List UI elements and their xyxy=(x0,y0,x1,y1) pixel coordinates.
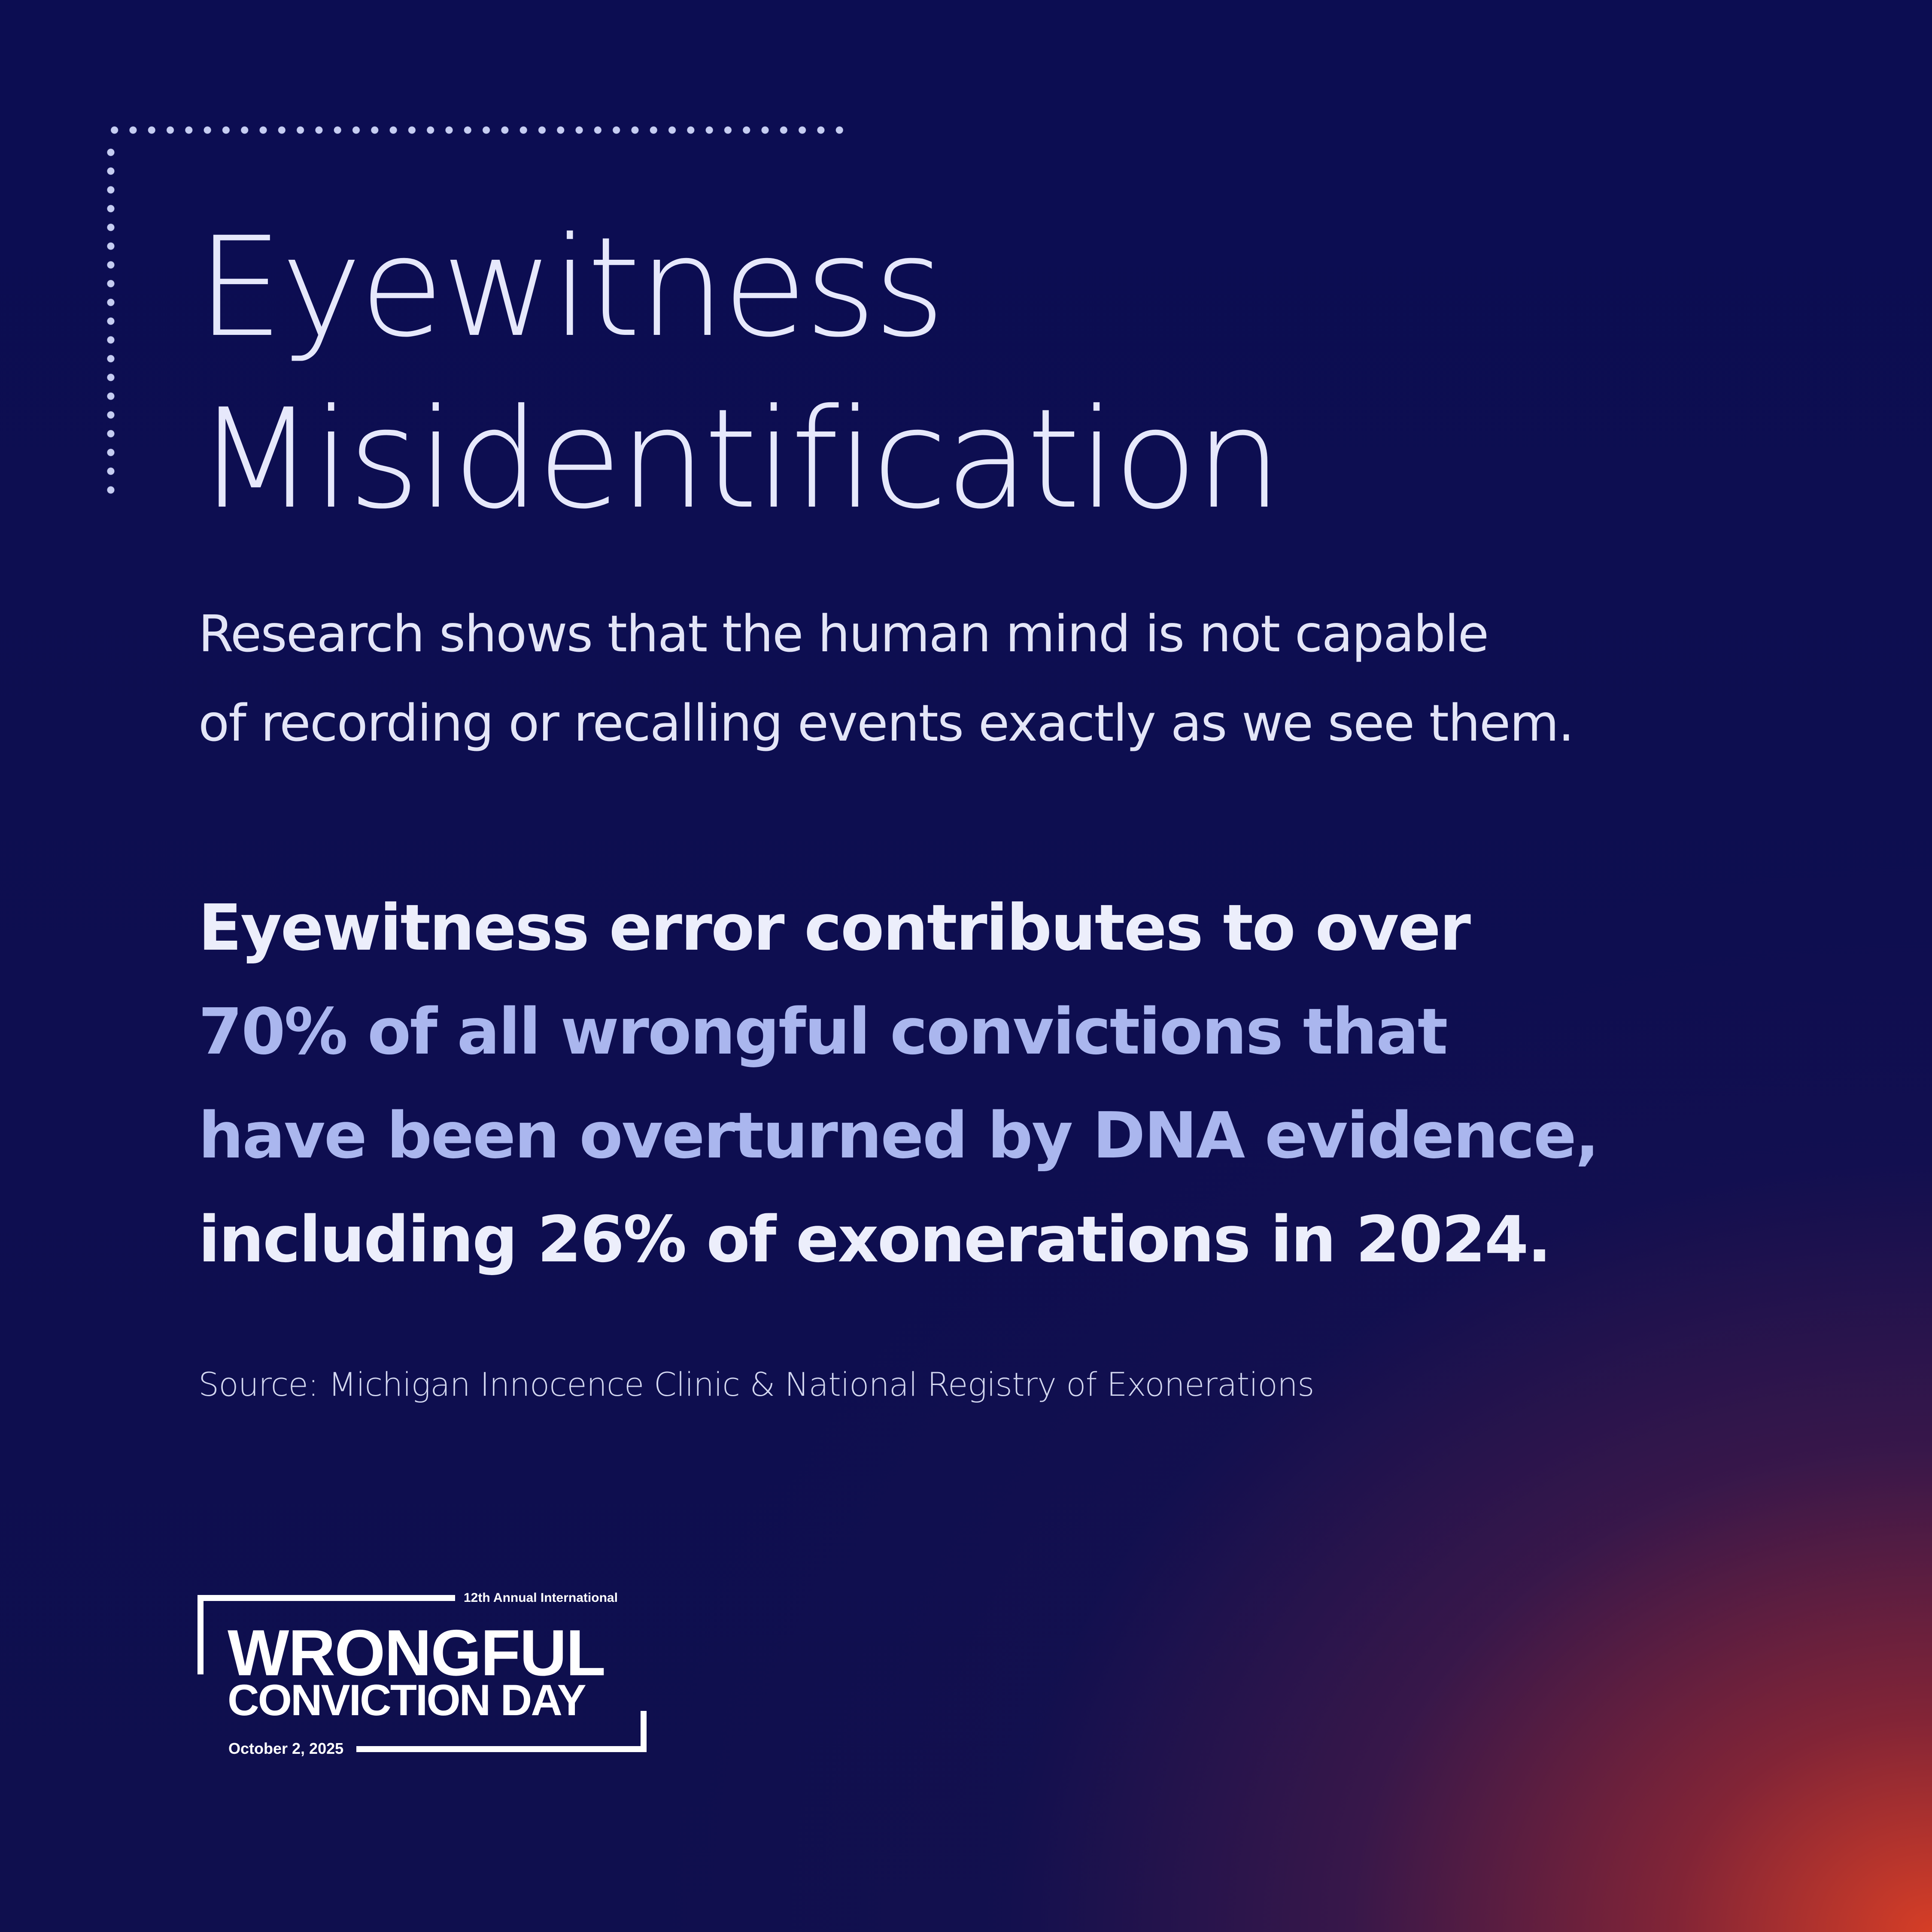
statement-highlight-2: have been overturned by DNA evidence, xyxy=(198,1099,1599,1173)
statement-line-4: including 26% of exonerations in 2024. xyxy=(198,1203,1552,1276)
statement-highlight-1: 70% of all wrongful convictions that xyxy=(198,995,1448,1069)
dotted-border-top xyxy=(105,125,848,136)
title-line-2: Misidentification xyxy=(197,380,1282,539)
intro-line-1: Research shows that the human mind is no… xyxy=(198,604,1489,663)
intro-line-2: of recording or recalling events exactly… xyxy=(198,693,1574,753)
logo-frame-right xyxy=(641,1711,647,1752)
title-line-1: Eyewitness xyxy=(197,208,945,368)
logo-frame-left xyxy=(197,1595,204,1674)
logo-frame-top xyxy=(197,1595,455,1601)
logo-frame-bottom xyxy=(356,1746,647,1752)
logo-date: October 2, 2025 xyxy=(228,1740,344,1757)
logo-kicker: 12th Annual International xyxy=(464,1591,618,1605)
statement-line-1: Eyewitness error contributes to over xyxy=(198,891,1471,965)
dotted-border-left xyxy=(105,143,116,499)
logo-wordmark-line-2: CONVICTION DAY xyxy=(228,1676,586,1725)
logo-wordmark-line-1: WRONGFUL xyxy=(228,1616,606,1689)
source-citation: Source: Michigan Innocence Clinic & Nati… xyxy=(198,1365,1315,1403)
statistic-statement: Eyewitness error contributes to over 70%… xyxy=(198,876,1744,1291)
intro-paragraph: Research shows that the human mind is no… xyxy=(198,589,1744,768)
wrongful-conviction-day-logo: 12th Annual International WRONGFUL CONVI… xyxy=(197,1591,648,1757)
page-title: Eyewitness Misidentification xyxy=(197,202,1282,545)
